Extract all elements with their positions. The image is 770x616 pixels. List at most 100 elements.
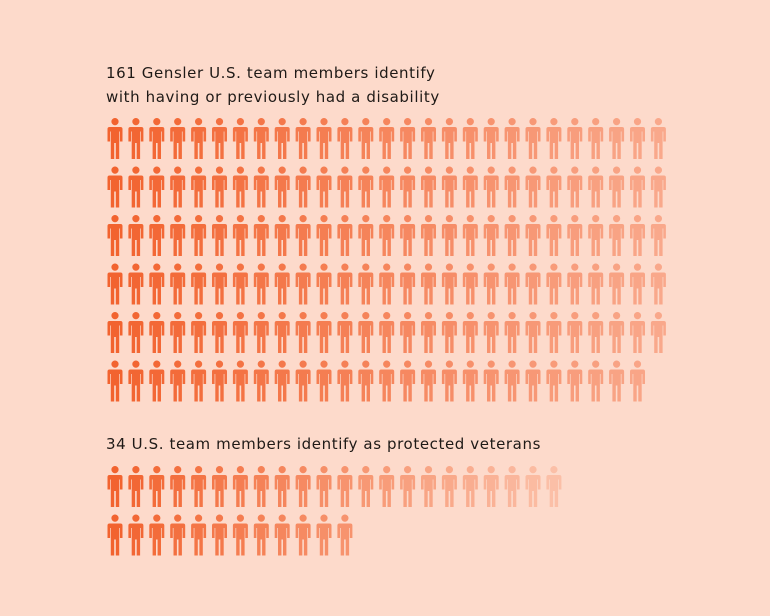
person-icon <box>295 215 311 256</box>
person-icon <box>107 466 123 507</box>
person-icon <box>650 118 666 159</box>
person-icon <box>274 312 290 353</box>
person-icon <box>483 166 499 208</box>
person-icon <box>588 118 604 159</box>
person-icon <box>400 466 416 507</box>
person-icon <box>337 215 353 256</box>
person-icon <box>128 312 144 353</box>
person-icon <box>337 466 353 507</box>
person-icon <box>630 118 645 159</box>
person-icon <box>274 166 290 208</box>
person-icon <box>567 312 583 353</box>
person-icon <box>149 514 165 556</box>
person-icon <box>274 118 290 159</box>
person-icon <box>379 466 395 507</box>
person-icon <box>420 215 436 256</box>
person-icon <box>170 263 186 305</box>
person-icon <box>149 166 165 208</box>
person-icon <box>232 215 248 256</box>
person-icon <box>170 118 186 159</box>
person-icon <box>546 118 562 159</box>
person-icon <box>504 118 520 159</box>
person-icon <box>462 263 478 305</box>
person-icon <box>504 360 520 402</box>
person-icon <box>567 215 583 256</box>
person-icon <box>232 166 248 208</box>
person-icon <box>128 166 144 208</box>
person-icon <box>358 166 374 208</box>
person-icon <box>358 263 374 305</box>
person-icon <box>170 215 186 256</box>
disability-caption-line-2: with having or previously had a disabili… <box>106 88 440 106</box>
person-icon <box>441 215 457 256</box>
veterans-pictogram <box>107 466 562 556</box>
person-icon <box>274 360 290 402</box>
person-icon <box>400 215 416 256</box>
person-icon <box>253 166 269 208</box>
person-icon <box>546 466 562 507</box>
person-icon <box>295 312 311 353</box>
person-icon <box>212 166 227 208</box>
person-icon <box>295 118 311 159</box>
person-icon <box>588 166 604 208</box>
person-icon <box>128 514 144 556</box>
person-icon <box>316 514 332 556</box>
person-icon <box>400 118 416 159</box>
person-icon <box>400 312 416 353</box>
person-icon <box>253 514 269 556</box>
person-icon <box>212 514 227 556</box>
person-icon <box>232 312 248 353</box>
person-icon <box>253 466 269 507</box>
person-icon <box>232 514 248 556</box>
person-icon <box>191 166 207 208</box>
person-icon <box>212 312 227 353</box>
person-icon <box>588 312 604 353</box>
person-icon <box>525 118 541 159</box>
person-icon <box>212 118 227 159</box>
person-icon <box>650 166 666 208</box>
person-icon <box>128 466 144 507</box>
person-icon <box>483 466 499 507</box>
person-icon <box>420 360 436 402</box>
person-icon <box>128 215 144 256</box>
person-icon <box>128 360 144 402</box>
person-icon <box>441 118 457 159</box>
person-icon <box>546 215 562 256</box>
person-icon <box>609 166 625 208</box>
person-icon <box>232 118 248 159</box>
person-icon <box>483 312 499 353</box>
person-icon <box>316 263 332 305</box>
person-icon <box>170 360 186 402</box>
person-icon <box>504 215 520 256</box>
person-icon <box>128 263 144 305</box>
person-icon <box>316 215 332 256</box>
veterans-caption: 34 U.S. team members identify as protect… <box>106 435 541 453</box>
person-icon <box>128 118 144 159</box>
person-icon <box>253 312 269 353</box>
person-icon <box>567 118 583 159</box>
person-icon <box>441 263 457 305</box>
person-icon <box>107 360 123 402</box>
person-icon <box>295 166 311 208</box>
person-icon <box>316 312 332 353</box>
person-icon <box>525 360 541 402</box>
person-icon <box>525 215 541 256</box>
person-icon <box>441 166 457 208</box>
person-icon <box>295 514 311 556</box>
person-icon <box>170 466 186 507</box>
person-icon <box>420 312 436 353</box>
person-icon <box>295 360 311 402</box>
person-icon <box>316 166 332 208</box>
person-icon <box>483 263 499 305</box>
person-icon <box>274 466 290 507</box>
person-icon <box>337 514 353 556</box>
person-icon <box>107 166 123 208</box>
person-icon <box>462 215 478 256</box>
person-icon <box>149 215 165 256</box>
person-icon <box>232 466 248 507</box>
disability-caption-line-1: 161 Gensler U.S. team members identify <box>106 64 436 82</box>
person-icon <box>420 466 436 507</box>
person-icon <box>441 466 457 507</box>
person-icon <box>191 514 207 556</box>
